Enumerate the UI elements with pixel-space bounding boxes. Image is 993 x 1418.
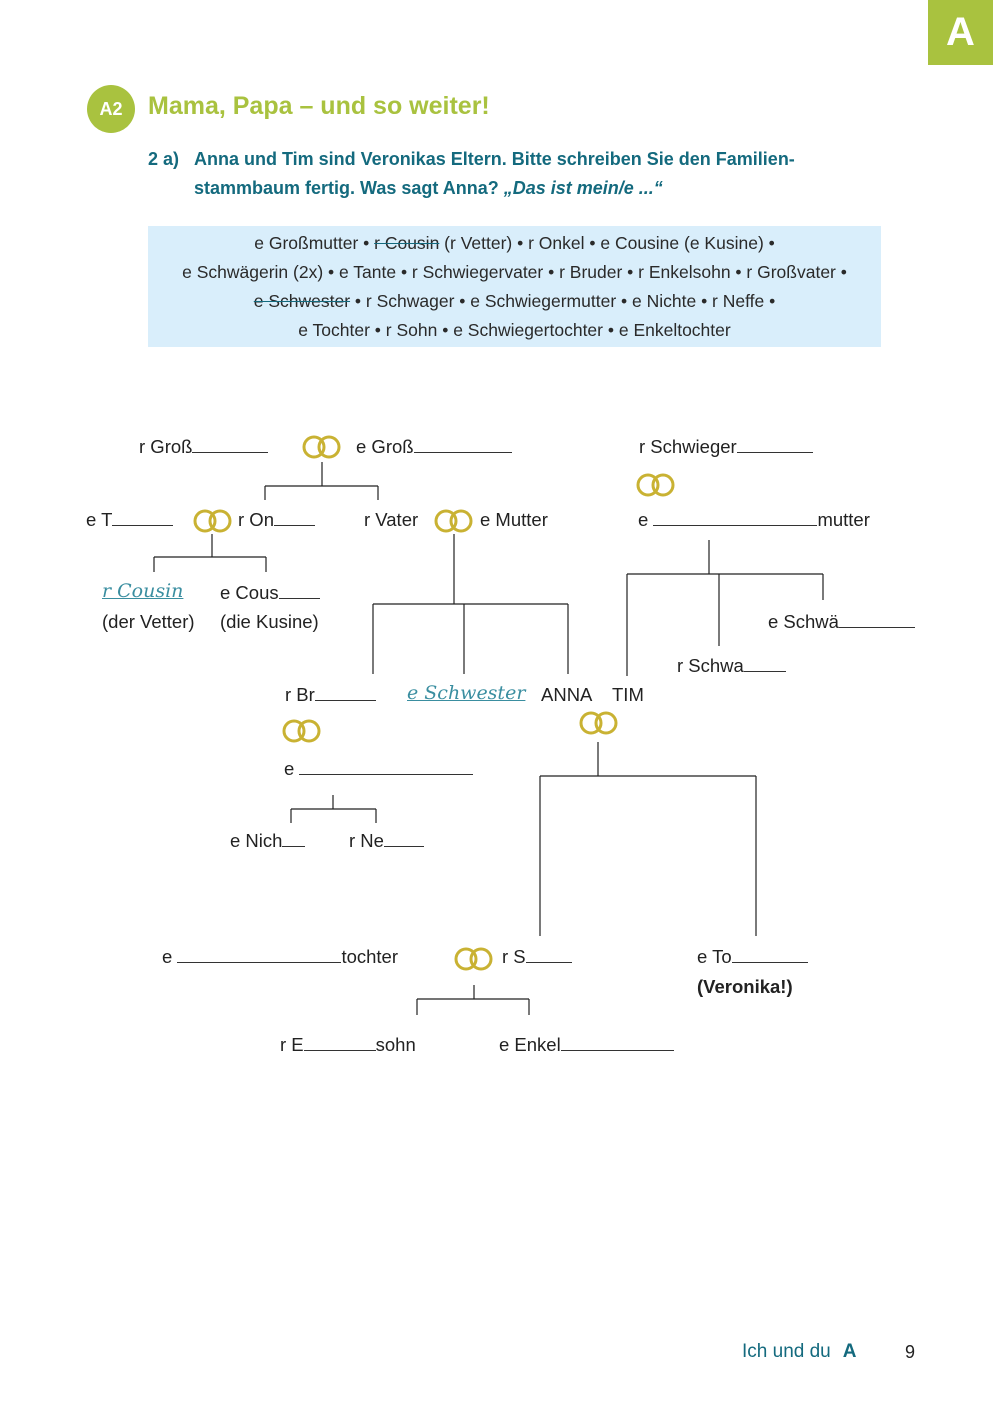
schwiegertochter-suffix: tochter [341, 946, 398, 967]
cousine-label: e Cous [220, 582, 279, 603]
crossed-word-cousin: r Cousin [374, 233, 440, 253]
bruder-field: r Br [285, 684, 376, 706]
bruder-blank[interactable] [314, 684, 376, 701]
neffe-label: r Ne [349, 830, 384, 851]
mutter-label: e Mutter [480, 509, 548, 530]
cousine-note: (die Kusine) [220, 611, 319, 632]
schwiegervater-blank[interactable] [736, 436, 813, 453]
rings-icon-sohn [454, 947, 493, 971]
rings-icon-onkel-tante [193, 509, 232, 533]
task-line-1: Anna und Tim sind Veronikas Eltern. Bitt… [194, 149, 795, 169]
cousine-blank[interactable] [278, 582, 320, 599]
schwiegermutter-field: e mutter [638, 509, 870, 531]
schwaegerin-field: e Schwä [768, 611, 915, 633]
section-heading: Mama, Papa – und so weiter! [148, 92, 490, 120]
schwiegermutter-prefix: e [638, 509, 649, 530]
nichte-label: e Nich [230, 830, 283, 851]
page-number: 9 [905, 1342, 916, 1362]
cousine-field: e Cous [220, 582, 320, 604]
schwaegerin-blank[interactable] [838, 611, 915, 628]
task-line-2: stammbaum fertig. Was sagt Anna? „Das is… [194, 173, 663, 203]
schwiegertochter-prefix: e [162, 946, 173, 967]
word-row-3-end: • r Schwager • e Schwiegermutter • e Nic… [350, 291, 776, 311]
schwaegerin-label: e Schwä [768, 611, 839, 632]
enkeltochter-blank[interactable] [560, 1034, 674, 1051]
tante-blank[interactable] [112, 509, 174, 526]
bruder-partner-blank[interactable] [299, 758, 474, 775]
onkel-blank[interactable] [273, 509, 315, 526]
word-row-2: e Schwägerin (2x) • e Tante • r Schwiege… [182, 262, 847, 282]
bruder-partner-label: e [284, 758, 295, 779]
enkelsohn-prefix: r E [280, 1034, 304, 1055]
schwiegermutter-suffix: mutter [817, 509, 870, 530]
grossmutter-field: e Groß [356, 436, 512, 458]
word-row-3: e Schwester • r Schwager • e Schwiegermu… [148, 287, 881, 316]
schwiegertochter-blank[interactable] [177, 946, 342, 963]
footer-chapter-letter: A [842, 1341, 857, 1362]
onkel-field: r On [238, 509, 315, 531]
schwager-field: r Schwa [677, 655, 786, 677]
tochter-blank[interactable] [731, 946, 808, 963]
tim-label: TIM [612, 684, 644, 705]
enkeltochter-field: e Enkel [499, 1034, 674, 1056]
enkelsohn-blank[interactable] [303, 1034, 376, 1051]
section-badge: A2 [87, 85, 135, 133]
grossmutter-label: e Groß [356, 436, 414, 457]
nichte-blank[interactable] [282, 830, 306, 847]
bruder-partner-field: e [284, 758, 474, 780]
word-row-4: e Tochter • r Sohn • e Schwiegertochter … [298, 320, 731, 340]
tante-label: e T [86, 509, 113, 530]
task-line-2-text: stammbaum fertig. Was sagt Anna? [194, 178, 504, 198]
enkelsohn-suffix: sohn [375, 1034, 416, 1055]
cousin-handwritten: r Cousin [102, 580, 184, 602]
schwiegervater-field: r Schwieger [639, 436, 813, 458]
rings-icon-bruder [282, 719, 321, 743]
tochter-label: e To [697, 946, 732, 967]
schwester-handwritten: e Schwester [407, 682, 526, 704]
anna-label: ANNA [541, 684, 593, 705]
word-box: e Großmutter • r Cousin (r Vetter) • r O… [148, 226, 881, 347]
sohn-blank[interactable] [525, 946, 572, 963]
cousin-answer: r Cousin [102, 580, 183, 603]
grossvater-field: r Groß [139, 436, 269, 458]
onkel-label: r On [238, 509, 274, 530]
tochter-field: e To [697, 946, 808, 968]
word-row-1-start: e Großmutter • [254, 233, 375, 253]
rings-icon-grandparents [302, 435, 341, 459]
neffe-field: r Ne [349, 830, 424, 852]
task-number: 2 a) [148, 149, 180, 169]
cousin-note: (der Vetter) [102, 611, 195, 632]
rings-icon-schwiegereltern [636, 473, 675, 497]
tante-field: e T [86, 509, 174, 531]
grossvater-blank[interactable] [192, 436, 269, 453]
grossmutter-blank[interactable] [413, 436, 512, 453]
schwiegervater-label: r Schwieger [639, 436, 737, 457]
vater-label: r Vater [364, 509, 419, 530]
schwager-label: r Schwa [677, 655, 744, 676]
rings-icon-parents [434, 509, 473, 533]
crossed-word-schwester: e Schwester [253, 291, 351, 311]
neffe-blank[interactable] [383, 830, 424, 847]
word-row-1-end: (r Vetter) • r Onkel • e Cousine (e Kusi… [439, 233, 775, 253]
task-quote: „Das ist mein/e ...“ [503, 178, 663, 198]
chapter-tab: A [928, 0, 993, 65]
schwager-blank[interactable] [743, 655, 786, 672]
nichte-field: e Nich [230, 830, 306, 852]
schwiegertochter-field: e tochter [162, 946, 398, 968]
schwiegermutter-blank[interactable] [653, 509, 818, 526]
enkelsohn-field: r E sohn [280, 1034, 416, 1056]
word-row-1: e Großmutter • r Cousin (r Vetter) • r O… [148, 229, 881, 258]
schwester-answer: e Schwester [407, 682, 525, 705]
enkeltochter-label: e Enkel [499, 1034, 561, 1055]
veronika-label: (Veronika!) [697, 976, 793, 997]
grossvater-label: r Groß [139, 436, 193, 457]
sohn-field: r S [502, 946, 572, 968]
sohn-label: r S [502, 946, 526, 967]
bruder-label: r Br [285, 684, 315, 705]
chapter-letter: A [946, 10, 975, 54]
footer-title-text: Ich und du [742, 1341, 831, 1362]
rings-icon-anna-tim [579, 711, 618, 735]
footer-title: Ich und du A [742, 1341, 856, 1363]
